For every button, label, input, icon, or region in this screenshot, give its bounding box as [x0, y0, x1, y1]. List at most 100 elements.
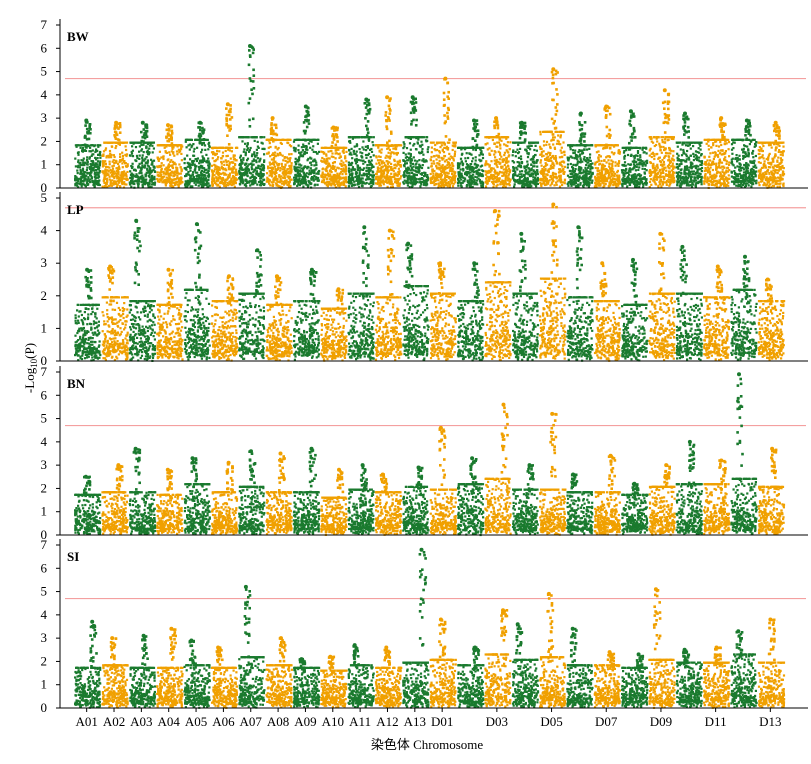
snp-point	[215, 165, 219, 168]
snp-point	[407, 136, 410, 140]
snp-point	[294, 157, 297, 160]
snp-point	[296, 158, 299, 161]
snp-point	[426, 183, 429, 186]
snp-point	[152, 147, 155, 150]
snp-point	[393, 174, 396, 177]
snp-point	[179, 172, 182, 175]
snp-point	[488, 165, 491, 168]
snp-point	[175, 144, 178, 147]
snp-point	[260, 177, 263, 180]
snp-point	[436, 162, 439, 165]
snp-point	[275, 172, 278, 175]
snp-point	[478, 180, 482, 183]
snp-point	[148, 179, 151, 182]
snp-point	[246, 165, 249, 168]
snp-point	[232, 179, 235, 182]
snp-point	[553, 176, 556, 179]
snp-point	[541, 182, 544, 185]
snp-point	[406, 184, 409, 187]
snp-point	[314, 160, 317, 163]
snp-point	[268, 161, 271, 164]
snp-point	[278, 180, 281, 183]
snp-point	[494, 176, 497, 179]
snp-point	[354, 152, 357, 155]
snp-point	[344, 179, 348, 182]
snp-point	[555, 181, 558, 184]
snp-point	[233, 154, 236, 157]
snp-point	[340, 164, 343, 167]
snp-point	[128, 154, 132, 157]
snp-point	[148, 151, 151, 154]
snp-point	[167, 173, 170, 176]
snp-point	[250, 88, 253, 91]
snp-point	[234, 178, 237, 181]
snp-point	[330, 179, 333, 182]
snp-point	[186, 138, 189, 141]
snp-point	[397, 170, 400, 174]
snp-point	[504, 179, 507, 183]
snp-point	[542, 175, 545, 178]
snp-point	[443, 154, 446, 158]
snp-point	[157, 158, 160, 161]
snp-point	[504, 174, 507, 177]
snp-point	[98, 151, 102, 154]
snp-point	[251, 136, 255, 139]
snp-point	[250, 180, 253, 183]
snp-point	[403, 143, 406, 146]
snp-point	[399, 163, 402, 167]
snp-point	[97, 181, 100, 184]
snp-point	[437, 184, 440, 187]
snp-point	[457, 166, 460, 169]
snp-point	[143, 132, 146, 135]
snp-point	[86, 131, 89, 134]
snp-point	[331, 161, 335, 165]
snp-point	[253, 169, 256, 172]
snp-point	[481, 164, 484, 167]
snp-point	[353, 152, 356, 156]
snp-point	[409, 169, 412, 172]
snp-point	[433, 176, 437, 179]
snp-point	[202, 176, 205, 179]
snp-point	[437, 166, 441, 169]
snp-point	[493, 153, 496, 156]
snp-point	[86, 163, 89, 166]
snp-point	[165, 170, 168, 173]
snp-point	[503, 182, 506, 185]
snp-point	[448, 169, 451, 172]
snp-point	[400, 175, 403, 178]
snp-point	[238, 136, 241, 139]
snp-point	[285, 173, 288, 176]
snp-point	[268, 170, 271, 173]
snp-point	[124, 162, 127, 165]
snp-point	[416, 181, 419, 184]
snp-point	[433, 162, 436, 165]
snp-point	[167, 165, 170, 168]
snp-point	[430, 165, 433, 168]
snp-point	[395, 178, 398, 181]
snp-point	[379, 180, 382, 183]
snp-point	[79, 172, 82, 175]
snp-point	[191, 185, 194, 188]
snp-point	[279, 169, 282, 172]
snp-point	[394, 167, 397, 170]
snp-point	[244, 163, 247, 166]
snp-point	[441, 181, 444, 184]
peak-point	[140, 120, 145, 125]
snp-point	[238, 173, 241, 176]
snp-point	[160, 178, 163, 181]
snp-point	[103, 173, 106, 176]
snp-point	[453, 154, 456, 158]
snp-point	[74, 165, 77, 168]
snp-point	[144, 132, 148, 136]
snp-point	[426, 148, 429, 151]
snp-point	[142, 140, 145, 143]
snp-point	[170, 174, 173, 177]
snp-point	[471, 145, 475, 149]
snp-point	[255, 167, 258, 170]
snp-point	[390, 179, 393, 182]
snp-point	[139, 141, 142, 144]
snp-point	[252, 183, 255, 186]
snp-point	[544, 168, 547, 171]
snp-point	[283, 166, 286, 169]
snp-point	[356, 166, 359, 169]
